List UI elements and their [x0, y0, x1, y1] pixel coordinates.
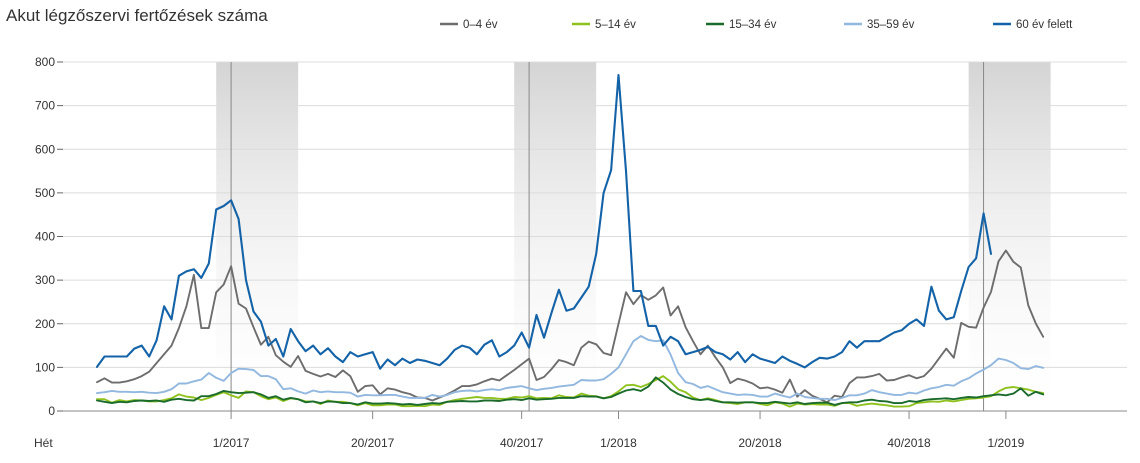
- x-tick-label: 20/2017: [351, 436, 395, 450]
- y-tick-label-100: 100: [35, 360, 55, 374]
- y-tick-label-0: 0: [48, 404, 55, 418]
- x-tick-label: 1/2018: [600, 436, 637, 450]
- legend-label-4: 35–59 év: [867, 19, 915, 31]
- series-line-4: [96, 335, 1045, 402]
- y-tick-label-300: 300: [35, 273, 55, 287]
- y-tick-label-400: 400: [35, 230, 55, 244]
- x-tick-label: 20/2018: [738, 436, 782, 450]
- y-tick-label-600: 600: [35, 142, 55, 156]
- legend-label-2: 5–14 év: [595, 19, 636, 31]
- y-tick-label-800: 800: [35, 55, 55, 69]
- y-tick-label-700: 700: [35, 99, 55, 113]
- legend-label-1: 0–4 év: [463, 19, 498, 31]
- y-tick-label-500: 500: [35, 186, 55, 200]
- x-axis-label: Hét: [34, 436, 53, 450]
- x-tick-label: 40/2017: [500, 436, 544, 450]
- x-tick-label: 40/2018: [887, 436, 931, 450]
- legend-label-3: 15–34 év: [729, 19, 777, 31]
- gridlines: [63, 61, 1127, 412]
- chart-title: Akut légzőszervi fertőzések száma: [6, 6, 268, 25]
- series-lines: [95, 74, 1045, 408]
- x-tick-label: 1/2017: [213, 436, 250, 450]
- y-tick-label-200: 200: [35, 317, 55, 331]
- series-line-1: [96, 249, 1045, 404]
- season-start-lines: [230, 62, 985, 411]
- legend: 0–4 év 5–14 év 15–34 év 35–59 év 60 év felet…: [440, 19, 1073, 31]
- x-tick-label: 1/2019: [988, 436, 1025, 450]
- series-line-5: [95, 74, 993, 370]
- legend-label-5: 60 év felett: [1016, 19, 1073, 31]
- series-line-3: [96, 376, 1045, 406]
- axes: 0 100 200 300 400 500 600 700 800 Hét 1/2017 20/201…: [34, 55, 1025, 450]
